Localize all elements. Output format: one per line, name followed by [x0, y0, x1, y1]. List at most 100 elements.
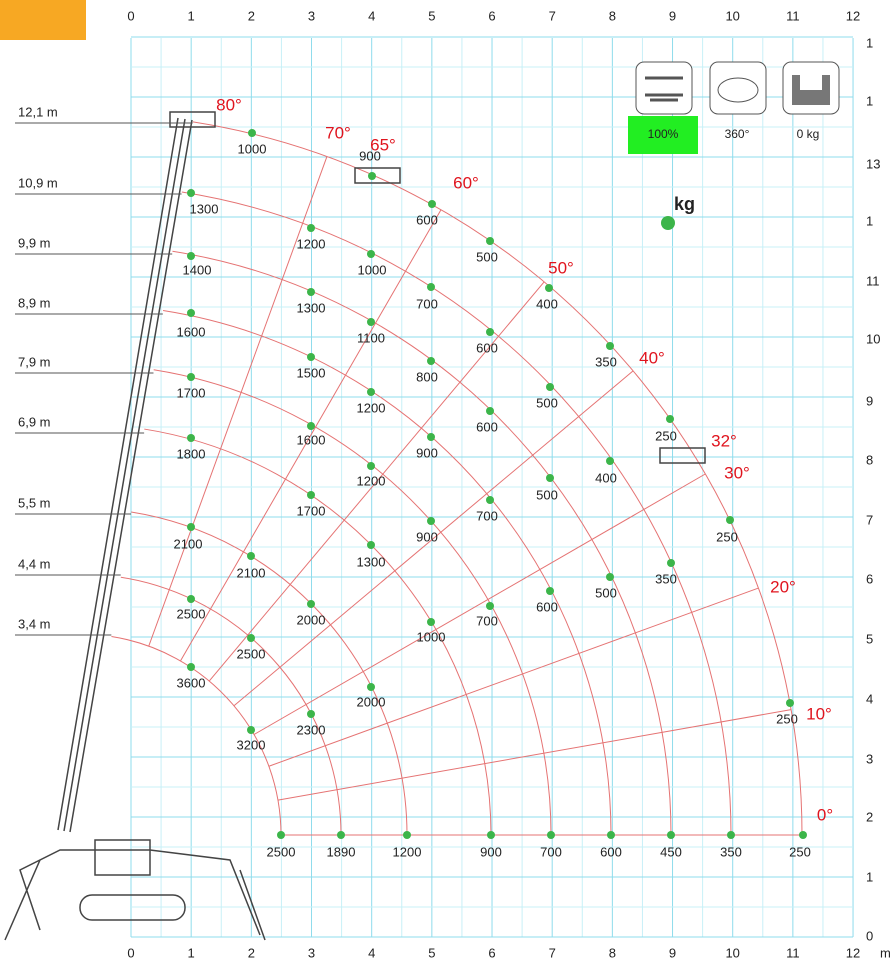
icon [783, 62, 839, 114]
load-label: 1600 [297, 432, 326, 447]
load-point [486, 237, 494, 245]
load-point [187, 434, 195, 442]
load-label: 350 [595, 354, 617, 369]
load-point [307, 491, 315, 499]
load-label: 2100 [237, 565, 266, 580]
y-tick-label: 2 [866, 809, 873, 824]
load-point [187, 309, 195, 317]
legend-label: 100% [648, 127, 679, 141]
x-tick-label: 2 [248, 8, 255, 23]
y-tick-label: 10 [866, 331, 880, 346]
load-label: 600 [416, 212, 438, 227]
load-label: 600 [600, 844, 622, 859]
load-point [547, 831, 555, 839]
load-point [337, 831, 345, 839]
load-label: 2300 [297, 722, 326, 737]
load-point [307, 288, 315, 296]
angle-label: 70° [325, 123, 351, 142]
y-tick-label: 9 [866, 393, 873, 408]
load-label: 700 [476, 613, 498, 628]
load-point [367, 541, 375, 549]
load-label: 1600 [177, 324, 206, 339]
load-label: 1890 [327, 844, 356, 859]
x-tick-label: 8 [609, 8, 616, 23]
x-tick-label: 12 [846, 8, 860, 23]
boom-length: 8,9 m [18, 295, 51, 310]
load-label: 700 [416, 296, 438, 311]
load-point [187, 595, 195, 603]
load-label: 1200 [297, 236, 326, 251]
boom-length: 5,5 m [18, 495, 51, 510]
load-label: 600 [476, 340, 498, 355]
angle-label: 80° [216, 95, 242, 114]
y-tick-label: 1 [866, 869, 873, 884]
load-label: 700 [476, 508, 498, 523]
x-tick-label: 5 [428, 945, 435, 960]
x-tick-label: 10 [725, 8, 739, 23]
load-point [187, 189, 195, 197]
load-point [726, 516, 734, 524]
load-label: 400 [595, 470, 617, 485]
load-point [367, 388, 375, 396]
boom-length: 7,9 m [18, 354, 51, 369]
load-point [187, 373, 195, 381]
load-label: 400 [536, 296, 558, 311]
y-tick-label: 3 [866, 751, 873, 766]
load-label: 900 [359, 148, 381, 163]
load-label: 1400 [183, 262, 212, 277]
load-label: 1700 [177, 385, 206, 400]
x-tick-label: 3 [308, 8, 315, 23]
load-point [248, 129, 256, 137]
x-tick-label: 9 [669, 945, 676, 960]
load-point [545, 284, 553, 292]
x-tick-label: 1 [188, 8, 195, 23]
load-point [367, 683, 375, 691]
x-tick-label: 4 [368, 8, 375, 23]
y-tick-label: 8 [866, 452, 873, 467]
x-tick-label: 12 [846, 945, 860, 960]
load-label: 450 [660, 844, 682, 859]
x-tick-label: 6 [488, 945, 495, 960]
angle-label: 32° [711, 431, 737, 450]
load-label: 2500 [237, 646, 266, 661]
load-point [486, 602, 494, 610]
load-point [367, 318, 375, 326]
load-point [667, 831, 675, 839]
load-point [786, 699, 794, 707]
angle-label: 60° [453, 173, 479, 192]
load-arc [163, 311, 611, 835]
arcs [111, 122, 802, 835]
load-point [247, 552, 255, 560]
x-tick-label: 11 [786, 8, 800, 23]
load-point [307, 600, 315, 608]
load-label: 1300 [357, 554, 386, 569]
boom-length: 4,4 m [18, 556, 51, 571]
unit-label: kg [674, 194, 695, 214]
load-label: 700 [540, 844, 562, 859]
load-label: 1500 [297, 365, 326, 380]
load-point [247, 634, 255, 642]
legend-label: 0 kg [797, 127, 820, 141]
y-tick-label: 1 [866, 93, 873, 108]
load-label: 350 [655, 571, 677, 586]
load-label: 1300 [190, 201, 219, 216]
load-point [546, 587, 554, 595]
load-point [403, 831, 411, 839]
x-tick-label: 0 [127, 945, 134, 960]
load-label: 3200 [237, 737, 266, 752]
load-label: 500 [476, 249, 498, 264]
load-point [427, 433, 435, 441]
load-point [187, 252, 195, 260]
load-point [427, 357, 435, 365]
load-label: 2500 [177, 606, 206, 621]
angle-label: 20° [770, 577, 796, 596]
y-tick-label: 1 [866, 35, 873, 50]
load-label: 1000 [358, 262, 387, 277]
x-tick-label: 4 [368, 945, 375, 960]
x-tick-label: 6 [488, 8, 495, 23]
load-point [727, 831, 735, 839]
load-label: 250 [655, 428, 677, 443]
load-point [486, 496, 494, 504]
y-tick-label: 5 [866, 631, 873, 646]
load-label: 1000 [417, 629, 446, 644]
